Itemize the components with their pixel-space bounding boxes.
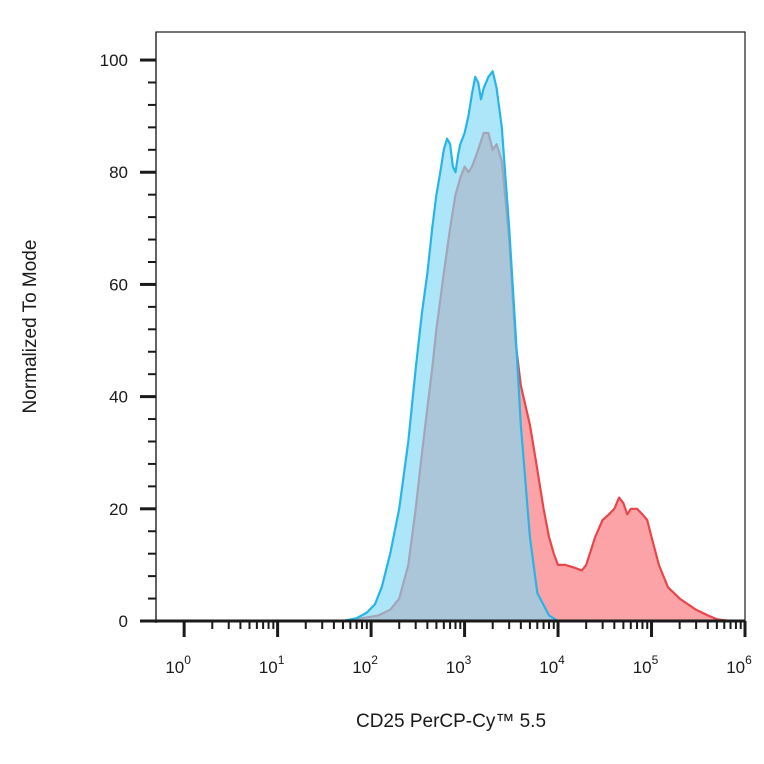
x-tick-label: 106 — [726, 653, 752, 677]
y-axis-title: Normalized To Mode — [20, 240, 41, 414]
plot-frame — [155, 31, 746, 622]
series-2-line — [156, 70, 745, 623]
x-tick-label: 101 — [259, 653, 285, 677]
y-tick-label: 60 — [109, 275, 128, 294]
y-tick-label: 40 — [109, 388, 128, 407]
x-tick-label: 103 — [446, 653, 472, 677]
x-tick-label: 105 — [633, 653, 659, 677]
x-tick-label: 100 — [165, 653, 191, 677]
series-2-area — [156, 71, 745, 622]
x-tick-label: 102 — [352, 653, 378, 677]
series-layer — [156, 70, 745, 623]
x-axis-title: CD25 PerCP-Cy™ 5.5 — [356, 711, 546, 732]
x-tick-label: 104 — [539, 653, 565, 677]
y-tick-label: 0 — [119, 612, 128, 631]
y-tick-label: 100 — [100, 51, 128, 70]
y-tick-label: 80 — [109, 163, 128, 182]
y-tick-label: 20 — [109, 500, 128, 519]
y-axis: 0 20 40 60 80 100 — [100, 32, 157, 631]
x-axis: 100 101 102 103 104 105 106 — [156, 619, 752, 677]
